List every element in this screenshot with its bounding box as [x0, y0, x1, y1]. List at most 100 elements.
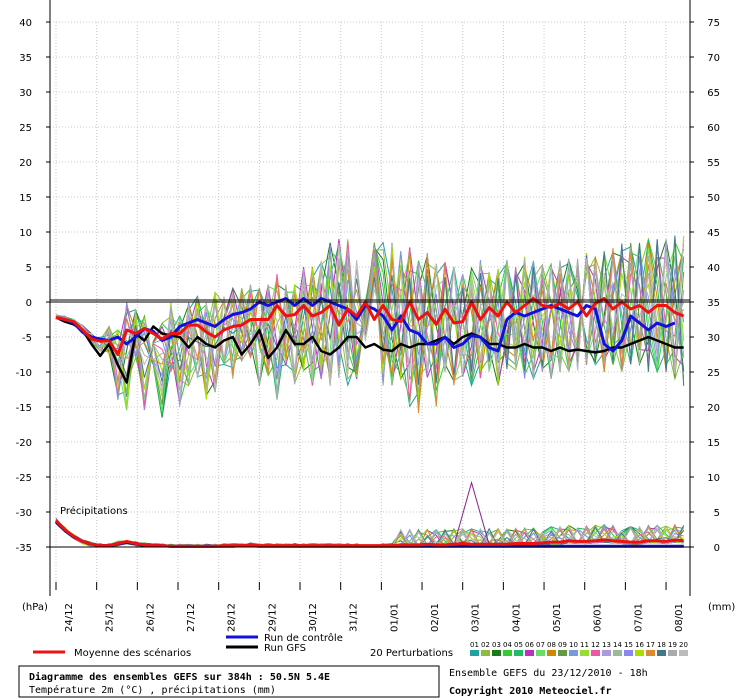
chart-subtitle: Température 2m (°C) , précipitations (mm… — [29, 684, 276, 696]
x-tick-10: 03/01 — [471, 603, 482, 632]
right-unit-label: (mm) — [708, 602, 735, 613]
y-right-tick-15: 0 — [714, 543, 720, 554]
series-mean-precipitation — [54, 519, 684, 548]
perturbation-swatch-01 — [470, 650, 479, 656]
y-left-tick-15: -35 — [16, 543, 32, 554]
copyright: Copyright 2010 Meteociel.fr — [449, 685, 612, 697]
y-right-tick-11: 20 — [707, 403, 720, 414]
legend-gfs-label: Run GFS — [264, 643, 306, 654]
perturbation-lines — [55, 235, 685, 549]
y-right-tick-8: 35 — [707, 298, 720, 309]
perturbation-swatch-10 — [569, 650, 578, 656]
perturbation-id-04: 04 — [503, 641, 512, 649]
perturbation-swatch-04 — [503, 650, 512, 656]
x-tick-4: 28/12 — [227, 603, 238, 632]
y-right-tick-7: 40 — [707, 263, 720, 274]
series-mean-temperature — [55, 297, 685, 356]
perturbation-swatch-18 — [657, 650, 666, 656]
y-left-tick-2: 30 — [19, 88, 32, 99]
perturbation-swatches — [470, 650, 688, 656]
y-left-tick-13: -25 — [16, 473, 32, 484]
perturbation-id-19: 19 — [668, 641, 677, 649]
perturbation-id-02: 02 — [481, 641, 490, 649]
perturbation-swatch-03 — [492, 650, 501, 656]
perturbation-line-2 — [55, 237, 685, 398]
perturbation-swatch-16 — [635, 650, 644, 656]
y-left-tick-1: 35 — [19, 53, 32, 64]
left-unit-label: (hPa) — [22, 602, 48, 613]
x-tick-3: 27/12 — [186, 603, 197, 632]
perturbation-swatch-05 — [514, 650, 523, 656]
x-tick-labels: 24/12 25/12 26/12 27/12 28/12 29/12 30/12 31/12… — [55, 582, 685, 632]
x-tick-1: 25/12 — [105, 603, 116, 632]
y-left-tick-11: -15 — [16, 403, 32, 414]
y-left-tick-6: 10 — [19, 228, 32, 239]
perturbation-swatch-15 — [624, 650, 633, 656]
legend-perturbations-label: 20 Perturbations — [370, 648, 453, 659]
legend: Run de contrôle Run GFS Moyenne des scén… — [33, 632, 688, 659]
y-left-tick-5: 15 — [19, 193, 32, 204]
perturbation-id-14: 14 — [613, 641, 622, 649]
y-left-tick-0: 40 — [19, 18, 32, 29]
perturbation-swatch-11 — [580, 650, 589, 656]
precip-peak-line — [453, 480, 490, 546]
x-tick-12: 05/01 — [552, 603, 563, 632]
perturbation-id-18: 18 — [657, 641, 666, 649]
y-right-tick-3: 60 — [707, 123, 720, 134]
y-right-tick-10: 25 — [707, 368, 720, 379]
x-tick-8: 01/01 — [389, 603, 400, 632]
y-right-tick-0: 75 — [707, 18, 720, 29]
y-left-tick-3: 25 — [19, 123, 32, 134]
y-right-tick-2: 65 — [707, 88, 720, 99]
perturbation-id-15: 15 — [624, 641, 633, 649]
perturbation-id-03: 03 — [492, 641, 501, 649]
perturbation-swatch-20 — [679, 650, 688, 656]
perturbation-swatch-13 — [602, 650, 611, 656]
perturbation-swatch-07 — [536, 650, 545, 656]
perturbation-swatch-17 — [646, 650, 655, 656]
perturbation-swatch-12 — [591, 650, 600, 656]
perturbation-id-08: 08 — [547, 641, 556, 649]
perturbation-id-05: 05 — [514, 641, 523, 649]
x-tick-15: 08/01 — [674, 603, 685, 632]
x-tick-5: 29/12 — [267, 603, 278, 632]
x-tick-9: 02/01 — [430, 603, 441, 632]
x-tick-14: 07/01 — [633, 603, 644, 632]
y-right-tick-12: 15 — [707, 438, 720, 449]
y-left-tick-9: -5 — [22, 333, 32, 344]
x-tick-0: 24/12 — [64, 603, 75, 632]
x-tick-6: 30/12 — [308, 603, 319, 632]
perturbation-id-06: 06 — [525, 641, 534, 649]
perturbation-id-09: 09 — [558, 641, 567, 649]
x-tick-7: 31/12 — [349, 603, 360, 632]
y-right-tick-4: 55 — [707, 158, 720, 169]
perturbation-id-13: 13 — [602, 641, 611, 649]
perturbation-ids: 01 02 03 04 05 06 07 08 09 10 11 12 13 14 15 16 17 18 19 20 — [470, 641, 688, 649]
y-left-tick-labels: 40 35 30 25 20 15 10 5 0 -5 -10 -15 -20 -25 -30 -35 — [16, 18, 50, 554]
chart-title: Diagramme des ensembles GEFS sur 384h : … — [29, 671, 330, 683]
perturbation-id-12: 12 — [591, 641, 600, 649]
y-right-tick-13: 10 — [707, 473, 720, 484]
y-left-tick-10: -10 — [16, 368, 32, 379]
perturbation-line-15 — [55, 239, 685, 399]
perturbation-id-17: 17 — [646, 641, 655, 649]
y-right-tick-5: 50 — [707, 193, 720, 204]
x-tick-13: 06/01 — [593, 603, 604, 632]
perturbation-swatch-02 — [481, 650, 490, 656]
y-left-tick-14: -30 — [16, 508, 32, 519]
perturbation-id-11: 11 — [580, 641, 589, 649]
perturbation-id-07: 07 — [536, 641, 545, 649]
x-tick-2: 26/12 — [145, 603, 156, 632]
perturbation-line-20 — [55, 236, 685, 399]
perturbation-swatch-19 — [668, 650, 677, 656]
axes — [49, 0, 691, 596]
perturbation-id-20: 20 — [679, 641, 688, 649]
series-gfs-temperature — [55, 316, 684, 384]
precip-label: Précipitations — [60, 505, 128, 517]
y-right-tick-6: 45 — [707, 228, 720, 239]
legend-mean-label: Moyenne des scénarios — [74, 647, 191, 659]
y-left-tick-4: 20 — [19, 158, 32, 169]
y-right-tick-1: 70 — [707, 53, 720, 64]
